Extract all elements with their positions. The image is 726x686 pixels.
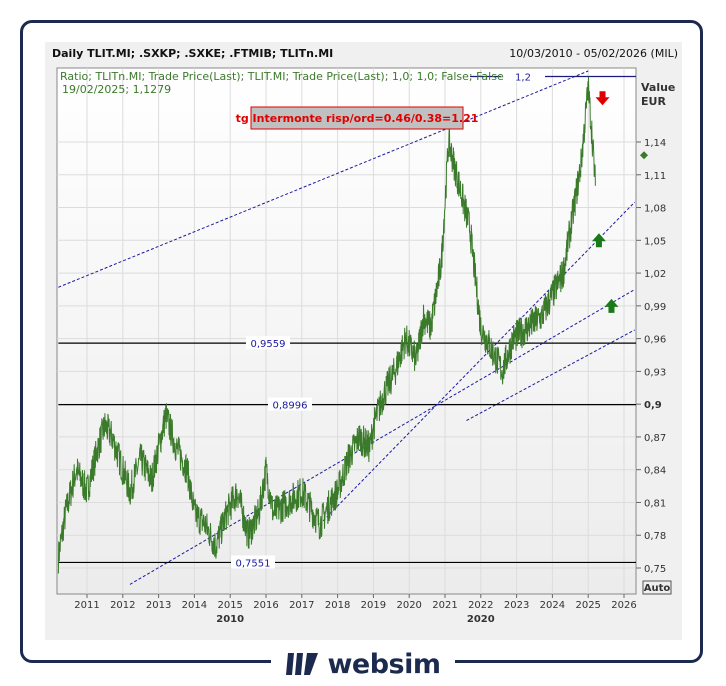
y-tick-label: 0,93 [644,367,666,378]
level-label: 0,9559 [251,339,286,350]
y-tick-label: 0,81 [644,498,666,509]
y-tick-label: 1,14 [644,138,666,149]
level-label-bg [246,336,290,350]
y-tick-label: 0,78 [644,531,666,542]
x-tick-label: 2014 [182,600,207,611]
up-arrow-icon [591,233,606,248]
decade-label: 2010 [216,614,244,625]
level-label: 0,7551 [236,558,271,569]
legend-line-1: Ratio; TLITn.MI; Trade Price(Last); TLIT… [60,70,504,83]
x-tick-label: 2017 [289,600,314,611]
decade-label: 2020 [467,614,495,625]
x-tick-label: 2022 [468,600,493,611]
y-tick-label: 0,9 [644,400,662,411]
x-tick-label: 2018 [325,600,350,611]
x-tick-label: 2019 [361,600,386,611]
chart-title: Daily TLIT.MI; .SXKP; .SXKE; .FTMIB; TLI… [52,47,333,60]
down-arrow-icon [595,91,610,106]
x-tick-label: 2012 [110,600,135,611]
level-label-bg [268,397,312,411]
plot-area [56,67,637,595]
trend-line [129,289,635,585]
y-tick-label: 1,11 [644,171,666,182]
y-tick-label: 0,75 [644,564,666,575]
last-value-marker [640,151,648,160]
y-tick-label: 1,02 [644,269,666,280]
websim-logo: websim [0,646,726,682]
auto-scale-button[interactable] [642,580,672,595]
x-tick-label: 2015 [217,600,242,611]
x-tick-label: 2024 [540,600,565,611]
auto-scale-label: Auto [644,583,671,594]
annotation-box: tg Intermonte risp/ord=0.46/0.38=1.21 [236,106,479,130]
y-tick-label: 0,84 [644,466,666,477]
y-tick-label: 0,87 [644,433,666,444]
level-label-bg [231,555,275,569]
axis-unit-value: Value [641,81,675,94]
y-tick-label: 1,05 [644,236,666,247]
up-arrow-icon [604,298,619,313]
x-tick-label: 2025 [575,600,600,611]
x-tick-label: 2013 [146,600,171,611]
x-tick-label: 2020 [396,600,421,611]
level-label: 0,8996 [273,401,308,412]
axis-unit-eur: EUR [641,95,666,108]
x-tick-label: 2023 [504,600,529,611]
legend-line-2: 19/02/2025; 1,1279 [62,83,171,96]
date-range: 10/03/2010 - 05/02/2026 (MIL) [509,47,678,60]
annotation-text: tg Intermonte risp/ord=0.46/0.38=1.21 [236,112,479,125]
websim-mark-icon [286,653,319,675]
trend-line [319,201,636,525]
y-tick-label: 0,96 [644,335,666,346]
ratio-series-line [57,76,596,574]
trend-line [466,329,635,421]
y-tick-label: 1,08 [644,204,666,215]
brand-name: websim [327,648,441,680]
level-label-bg [501,69,545,83]
x-tick-label: 2021 [432,600,457,611]
y-tick-label: 0,99 [644,302,666,313]
x-tick-label: 2011 [74,600,99,611]
level-label: 1,2 [515,72,531,83]
x-tick-label: 2026 [611,600,636,611]
x-tick-label: 2016 [253,600,278,611]
trend-line [58,70,589,288]
